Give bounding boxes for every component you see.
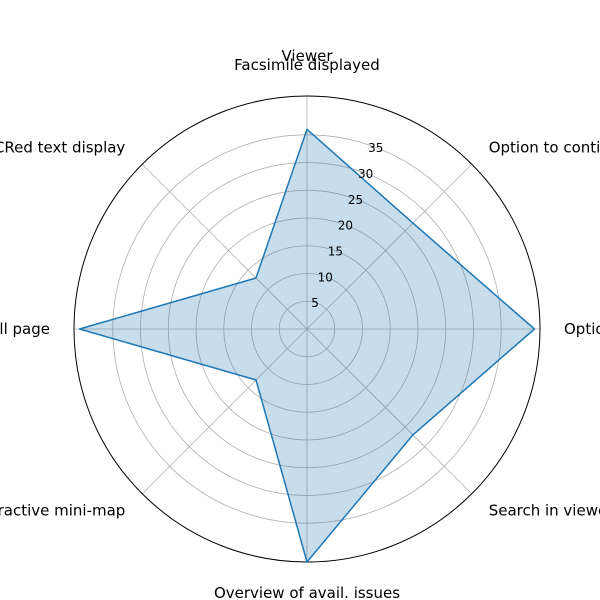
category-label: Option to continue to next result — [489, 138, 600, 156]
radial-tick-label: 15 — [328, 245, 343, 259]
series-layer — [78, 128, 536, 563]
category-label: Facsimile displayed — [234, 56, 380, 74]
grid — [73, 95, 541, 563]
category-label: Show full page — [0, 320, 50, 338]
category-label: Option to continue to next page — [564, 320, 600, 338]
grid-spoke — [306, 328, 473, 495]
radial-tick-label: 20 — [338, 219, 353, 233]
radial-tick-label: 35 — [368, 141, 383, 155]
category-label: Overview of avail. issues — [214, 584, 400, 600]
radial-tick-label: 30 — [358, 167, 373, 181]
chart-title: Viewer — [282, 47, 334, 65]
category-label: OCRed text display — [0, 138, 125, 156]
grid-spoke — [141, 328, 308, 495]
category-label: Search in viewed page — [489, 502, 600, 520]
category-labels: Facsimile displayed Option to continue to… — [0, 56, 600, 600]
series-area — [79, 129, 535, 563]
radial-tick-labels: 5 10 15 20 25 30 35 — [311, 141, 383, 310]
category-label: Interactive mini-map — [0, 502, 125, 520]
radial-tick-label: 10 — [318, 270, 333, 284]
grid-spoke — [141, 163, 308, 330]
series-line — [78, 128, 536, 563]
radial-tick-label: 25 — [348, 193, 363, 207]
grid-spoke — [306, 163, 473, 330]
radial-tick-label: 5 — [311, 296, 319, 310]
